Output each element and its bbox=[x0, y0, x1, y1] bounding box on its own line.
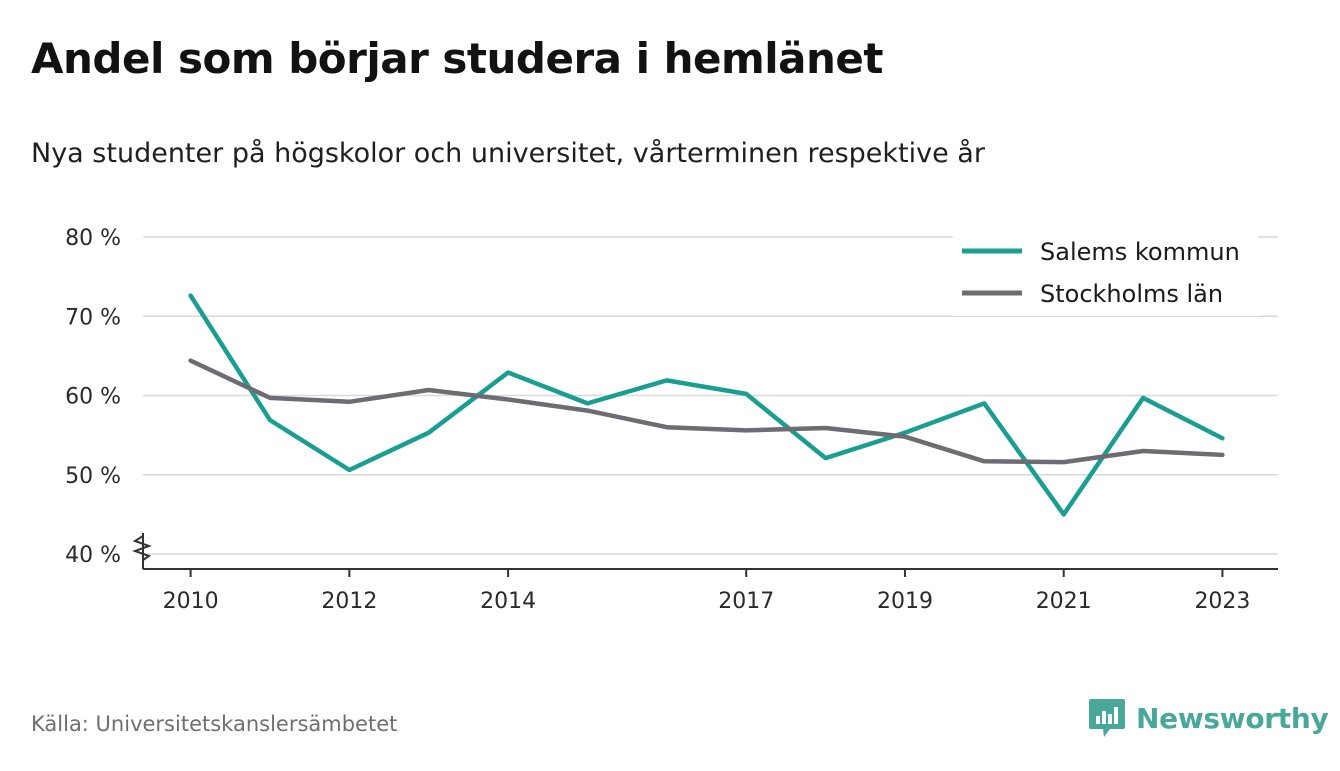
series-line-stockholms-lan bbox=[188, 358, 1225, 465]
chart-title: Andel som börjar studera i hemlänet bbox=[31, 34, 884, 83]
x-tick-label: 2010 bbox=[163, 589, 219, 614]
brand-name: Newsworthy bbox=[1136, 701, 1329, 735]
legend: Salems kommun Stockholms län bbox=[953, 228, 1258, 316]
series-line-salems-kommun bbox=[188, 293, 1225, 517]
legend-box bbox=[953, 228, 1258, 316]
chart-subtitle: Nya studenter på högskolor och universit… bbox=[31, 138, 985, 169]
newsworthy-logo-icon bbox=[1089, 699, 1125, 737]
x-tick-label: 2012 bbox=[321, 589, 377, 614]
y-tick-label: 70 % bbox=[65, 305, 121, 330]
x-tick-label: 2017 bbox=[718, 589, 774, 614]
line-chart: 40 % 50 % 60 % 70 % 80 % 2010 2012 2014 2017 2019… bbox=[65, 226, 1278, 614]
source-note: Källa: Universitetskanslersämbetet bbox=[31, 712, 398, 736]
y-axis-break-icon bbox=[132, 535, 152, 561]
x-tick-label: 2021 bbox=[1036, 589, 1092, 614]
legend-label: Salems kommun bbox=[1040, 238, 1240, 266]
axes: 40 % 50 % 60 % 70 % 80 % 2010 2012 2014 2017 2019… bbox=[65, 226, 1278, 614]
brand-logo: Newsworthy bbox=[1088, 697, 1329, 739]
y-tick-label: 40 % bbox=[65, 543, 121, 568]
y-tick-label: 50 % bbox=[65, 464, 121, 489]
series-lines bbox=[188, 293, 1225, 517]
x-tick-label: 2019 bbox=[877, 589, 933, 614]
y-tick-label: 80 % bbox=[65, 226, 121, 251]
x-tick-label: 2023 bbox=[1194, 589, 1250, 614]
y-tick-label: 60 % bbox=[65, 385, 121, 410]
x-tick-label: 2014 bbox=[480, 589, 536, 614]
legend-label: Stockholms län bbox=[1040, 280, 1223, 308]
